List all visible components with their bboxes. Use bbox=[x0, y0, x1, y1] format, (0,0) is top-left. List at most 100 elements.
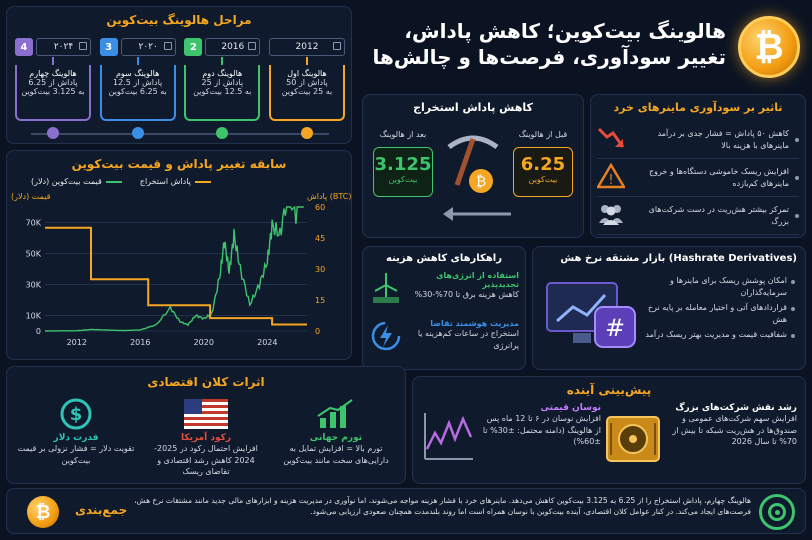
forecast-volatility: نوسان قیمتی افزایش نوسان در ۶ تا 12 ماه … bbox=[421, 403, 601, 479]
stage-from: پاداش از 50 bbox=[286, 78, 328, 87]
stage-to: به 12.5 بیت‌کوین bbox=[193, 87, 252, 96]
stage-connector bbox=[221, 57, 224, 65]
stage-dot bbox=[300, 127, 313, 139]
stage-connector bbox=[305, 57, 308, 65]
stages-timeline: 4 ۲۰۲۴ هالوینگ چهارم پاداش از 6.25 به 3.125 … bbox=[15, 37, 345, 141]
us-flag-icon bbox=[147, 397, 265, 431]
forecast-title: پیش‌بینی آینده bbox=[566, 383, 652, 397]
x-tick-label: 2020 bbox=[194, 338, 214, 347]
halving-stage-card: 2 2016 هالوینگ دوم پاداش از 25 به 12.5 بیت‌ک… bbox=[184, 37, 261, 141]
y-left-tick-label: 70K bbox=[26, 219, 42, 228]
svg-text:$: $ bbox=[70, 404, 83, 425]
x-tick-label: 2016 bbox=[130, 338, 150, 347]
stage-from: پاداش از 12.5 bbox=[113, 78, 163, 87]
chart-title: سابقه تغییر پاداش و قیمت بیت‌کوین bbox=[71, 157, 287, 171]
summary-bitcoin-symbol: ₿ bbox=[35, 501, 51, 523]
svg-text:!: ! bbox=[608, 173, 613, 188]
after-label: بعد از هالوینگ bbox=[379, 130, 427, 139]
derivative-text: قراردادهای آتی و اختیار معامله بر پایه ن… bbox=[647, 303, 787, 324]
stage-name: هالوینگ سوم bbox=[115, 69, 160, 78]
derivatives-title: بازار مشتقه نرخ هش (Hashrate Derivatives… bbox=[560, 253, 797, 264]
future-forecast-panel: پیش‌بینی آینده نوسان قیمتی افزایش نوسان … bbox=[412, 376, 806, 484]
macro-body: تورم بالا = افزایش تمایل به دارایی‌های س… bbox=[283, 444, 389, 465]
target-center-dot bbox=[774, 509, 780, 515]
derivative-text: شفافیت قیمت و مدیریت بهتر ریسک درآمد bbox=[645, 330, 787, 340]
legend-price-label: قیمت بیت‌کوین (دلار) bbox=[31, 177, 102, 186]
page-title-line2: تغییر سودآوری، فرصت‌ها و چالش‌ها bbox=[372, 45, 726, 69]
impact-item: ! افزایش ریسک خاموشی دستگاه‌ها و خروج مای… bbox=[595, 159, 799, 197]
derivative-text: امکان پوشش ریسک برای ماینرها و سرمایه‌گذ… bbox=[669, 276, 787, 297]
impact-bullet bbox=[795, 137, 799, 142]
stage-detail-box: هالوینگ دوم پاداش از 25 به 12.5 بیت‌کوین bbox=[184, 65, 261, 121]
reward-reduction-panel: کاهش پاداش استخراج قبل از هالوینگ بعد از… bbox=[362, 94, 584, 238]
stage-header: 2012 bbox=[268, 37, 345, 57]
solutions-title: راهکارهای کاهش هزینه bbox=[386, 253, 502, 264]
impact-text: کاهش ۵۰ پاداش = فشار جدی بر درآمد ماینره… bbox=[657, 128, 789, 150]
halving-stage-card: 2012 هالوینگ اول پاداش از 50 به 25 بیت‌کوین bbox=[268, 37, 345, 141]
x-tick-label: 2012 bbox=[67, 338, 87, 347]
y-right-tick-label: 45 bbox=[315, 234, 325, 243]
stage-detail-box: هالوینگ سوم پاداش از 12.5 به 6.25 بیت‌کوین bbox=[99, 65, 176, 121]
summary-bar: هالوینگ چهارم، پاداش استخراج را از 6.25 … bbox=[6, 488, 806, 534]
impact-item: تمرکز بیشتر هش‌ریت در دست شرکت‌های بزرگ bbox=[597, 197, 799, 235]
header: ₿ هالوینگ بیت‌کوین؛ کاهش پاداش، تغییر سو… bbox=[362, 8, 806, 88]
macro-head: رکود آمریکا bbox=[180, 433, 232, 443]
svg-text:#: # bbox=[605, 314, 625, 342]
history-chart-panel: سابقه تغییر پاداش و قیمت بیت‌کوین پاداش … bbox=[6, 150, 352, 360]
stage-year: ۲۰۲۴ bbox=[36, 38, 91, 56]
smart-energy-icon bbox=[369, 319, 403, 357]
stage-from: پاداش از 6.25 bbox=[28, 78, 78, 87]
stage-connector bbox=[136, 57, 139, 65]
arrow-left-icon bbox=[443, 207, 511, 221]
stage-from: پاداش از 25 bbox=[201, 78, 244, 87]
stage-header: 3 ۲۰۲۰ bbox=[99, 37, 176, 57]
volatility-chart-icon bbox=[424, 413, 473, 460]
dollar-coin-icon: $ bbox=[17, 397, 135, 431]
macro-item: تورم جهانی تورم بالا = افزایش تمایل به دا… bbox=[277, 397, 395, 478]
calendar-icon bbox=[79, 42, 87, 50]
svg-text:₿: ₿ bbox=[476, 174, 486, 190]
forecast-corporations: رشد نقش شرکت‌های بزرگ افزایش سهم شرکت‌ها… bbox=[601, 403, 797, 479]
volatility-body: افزایش نوسان در ۶ تا 12 ماه پس از هالوین… bbox=[482, 414, 601, 447]
hashrate-monitor-icon: # bbox=[546, 282, 636, 348]
stage-number-badge: 4 bbox=[15, 38, 33, 56]
derivative-item: قراردادهای آتی و اختیار معامله بر پایه ن… bbox=[645, 302, 795, 325]
volatility-head: نوسان قیمتی bbox=[540, 403, 601, 413]
before-unit: بیت‌کوین bbox=[528, 175, 558, 184]
stage-dot bbox=[131, 127, 144, 139]
stage-header: 2 2016 bbox=[184, 37, 261, 57]
legend-price: قیمت بیت‌کوین (دلار) bbox=[31, 177, 122, 186]
y-axis-left-label: قیمت (دلار) bbox=[11, 192, 51, 201]
solution-text: استفاده از انرژی‌های تجدیدپذیر کاهش هزینه… bbox=[407, 271, 519, 301]
stage-year: 2012 bbox=[268, 38, 345, 56]
stage-dot bbox=[216, 127, 229, 139]
impact-title: تاثیر بر سودآوری ماینرهای خرد bbox=[613, 101, 783, 114]
halving-stages-panel: مراحل هالوینگ بیت‌کوین 4 ۲۰۲۴ هالوینگ چهار… bbox=[6, 6, 352, 144]
calendar-icon bbox=[332, 42, 341, 50]
derivative-bullet bbox=[791, 334, 795, 339]
stage-connector bbox=[52, 57, 54, 65]
derivative-bullet bbox=[791, 307, 795, 312]
target-icon bbox=[759, 494, 795, 530]
x-tick-label: 2024 bbox=[257, 338, 277, 347]
growth-chart-icon bbox=[277, 397, 395, 431]
before-value: 6.25 bbox=[520, 154, 566, 175]
halving-stages-title: مراحل هالوینگ بیت‌کوین bbox=[106, 13, 252, 27]
derivative-item: شفافیت قیمت و مدیریت بهتر ریسک درآمد bbox=[645, 329, 795, 341]
y-left-tick-label: 50K bbox=[26, 250, 42, 259]
impact-bullet bbox=[795, 175, 799, 180]
impact-bullet bbox=[795, 213, 799, 218]
y-left-tick-label: 30K bbox=[26, 281, 42, 290]
chart-legend: پاداش استخراج قیمت بیت‌کوین (دلار) bbox=[31, 177, 211, 186]
miner-impact-panel: تاثیر بر سودآوری ماینرهای خرد کاهش ۵۰ پا… bbox=[590, 94, 806, 238]
page-title-line1: هالوینگ بیت‌کوین؛ کاهش پاداش، bbox=[404, 19, 726, 43]
derivative-item: امکان پوشش ریسک برای ماینرها و سرمایه‌گذ… bbox=[645, 275, 795, 298]
reward-title: کاهش پاداش استخراج bbox=[413, 101, 533, 114]
stage-detail-box: هالوینگ چهارم پاداش از 6.25 به 3.125 بیت‌ک… bbox=[15, 65, 91, 121]
macro-body: تقویت دلار = فشار نزولی بر قیمت بیت‌کوین bbox=[17, 444, 135, 465]
hashrate-derivatives-panel: بازار مشتقه نرخ هش (Hashrate Derivatives… bbox=[532, 246, 806, 370]
halving-stage-card: 3 ۲۰۲۰ هالوینگ سوم پاداش از 12.5 به 6.25 بیت… bbox=[99, 37, 176, 141]
macro-head: قدرت دلار bbox=[53, 433, 99, 443]
y-right-tick-label: 30 bbox=[315, 265, 325, 274]
y-right-tick-label: 15 bbox=[315, 296, 325, 305]
